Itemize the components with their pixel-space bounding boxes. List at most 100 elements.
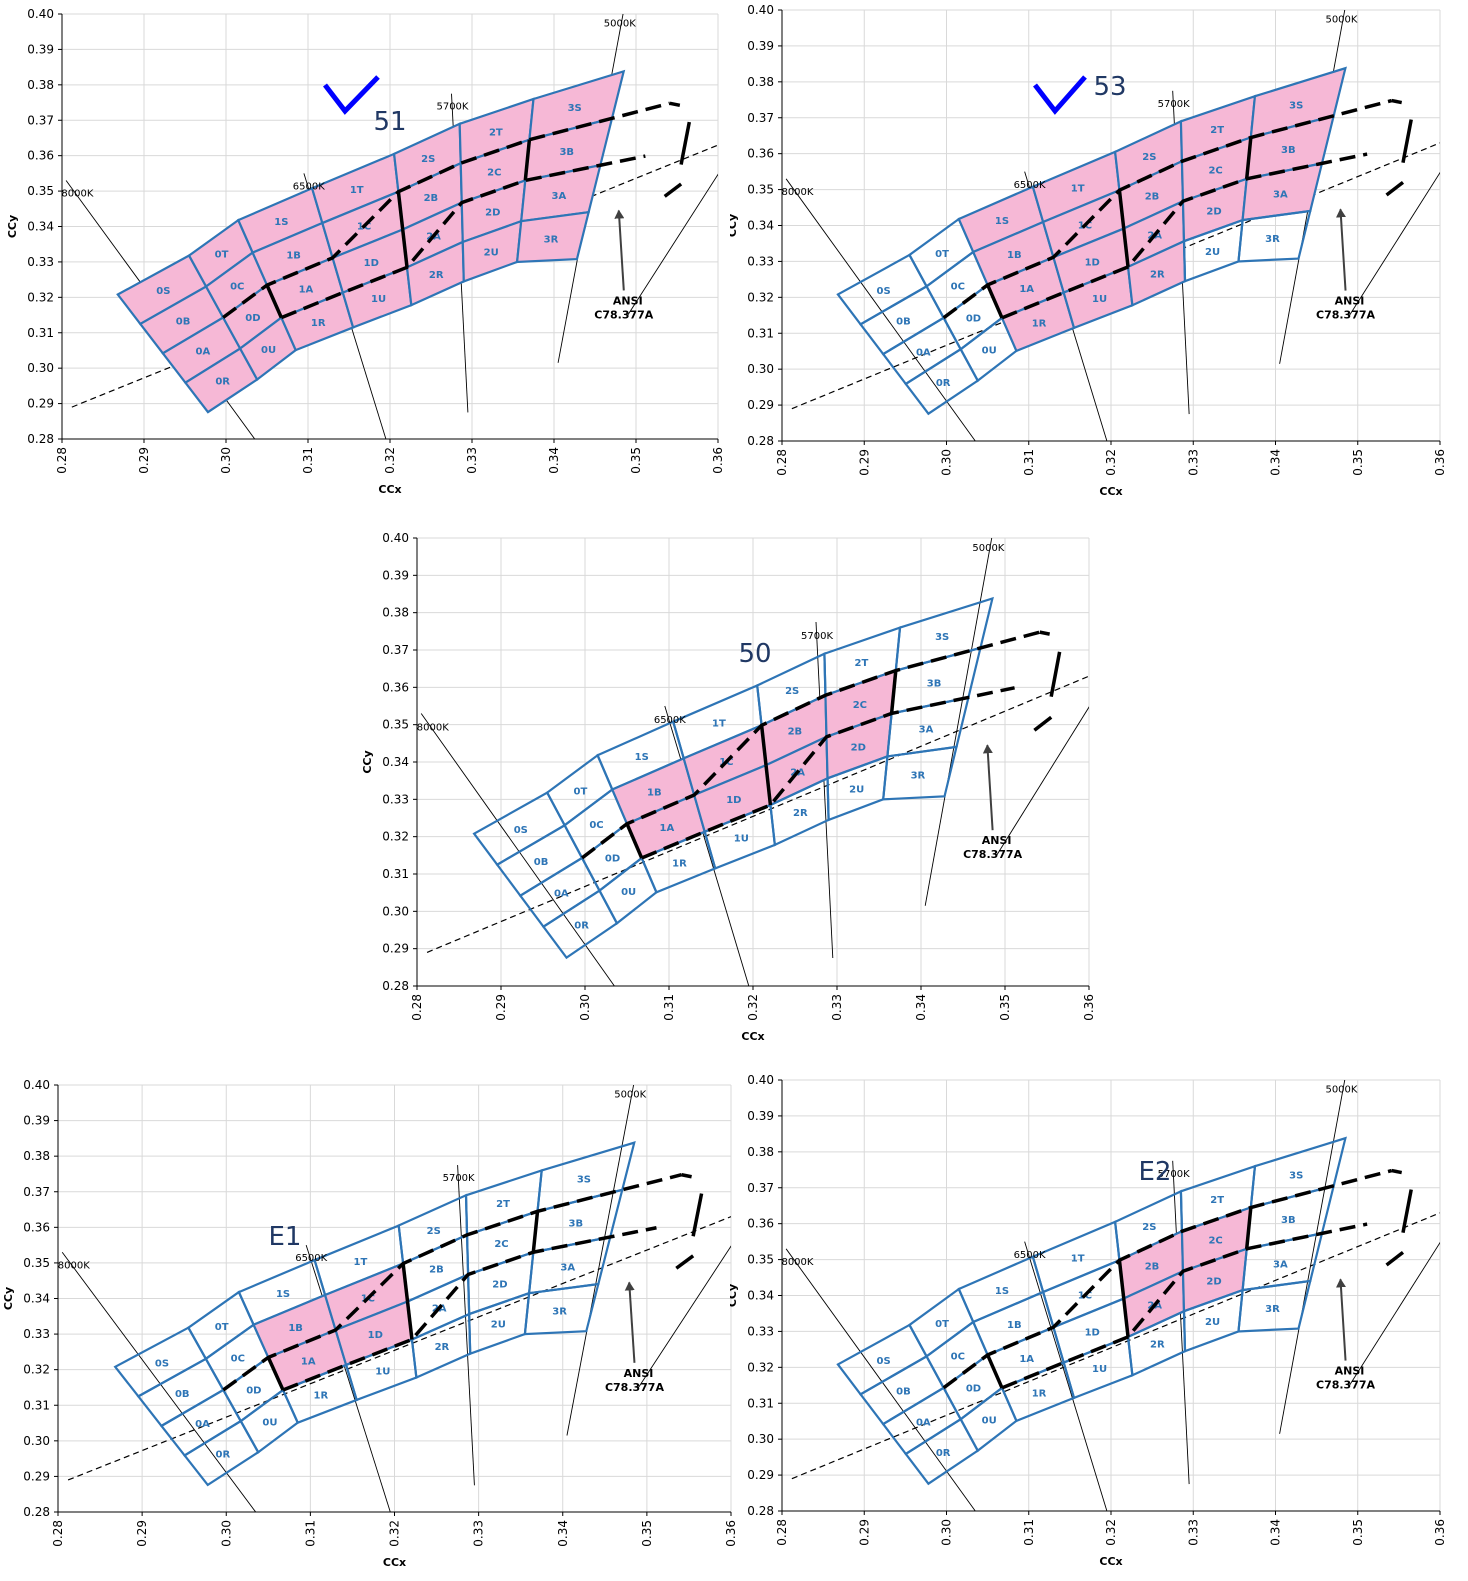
- bin-label: 1R: [1032, 318, 1047, 329]
- chart-panel-bottom-left: 0.28 0.29 0.30 0.31 0.32 0.33 0.34 0.35 0.36 0.37…: [0, 1072, 740, 1577]
- x-tick-label: 0.28: [410, 994, 424, 1021]
- y-tick-label: 0.28: [747, 434, 774, 448]
- ansi-label: C78.377A: [605, 1381, 665, 1394]
- y-tick-label: 0.31: [382, 867, 409, 881]
- x-tick-label: 0.36: [1433, 449, 1447, 476]
- bin-label: 1S: [274, 217, 288, 228]
- bin-label: 0A: [554, 889, 569, 900]
- ansi-connector-line: [691, 1193, 704, 1237]
- ansi-solid-boundary: [523, 139, 532, 181]
- bin-label: 0C: [951, 1351, 965, 1362]
- y-tick-label: 0.38: [747, 75, 774, 89]
- planckian-locus-line: [67, 1216, 731, 1481]
- y-tick-label: 0.30: [747, 362, 774, 376]
- x-axis-title: CCx: [378, 483, 401, 496]
- bin-label: 0U: [262, 1418, 277, 1429]
- y-tick-label: 0.39: [23, 1114, 50, 1128]
- bin-label: 3A: [1273, 1259, 1288, 1270]
- bin-label: 2U: [849, 784, 864, 795]
- bin-label: 0U: [621, 887, 636, 898]
- bin-label: 0B: [896, 317, 911, 328]
- ansi-boundary-line: [1349, 171, 1440, 316]
- x-axis-title: CCx: [1099, 485, 1122, 498]
- ansi-solid-boundary: [625, 823, 644, 859]
- cct-label: 5700K: [1158, 1169, 1190, 1180]
- cct-label: 5700K: [443, 1173, 475, 1184]
- bin-label: 2D: [1206, 206, 1221, 217]
- y-tick-label: 0.31: [23, 1398, 50, 1412]
- y-tick-label: 0.35: [382, 718, 409, 732]
- x-tick-label: 0.35: [640, 1520, 654, 1547]
- cct-label: 5700K: [801, 631, 833, 642]
- ansi-connector-line: [1391, 98, 1403, 105]
- chart-panel-top-left: 0.28 0.29 0.30 0.31 0.32 0.33 0.34 0.35 0.36 0.37…: [0, 0, 730, 500]
- bin-label: 1A: [1019, 1354, 1034, 1365]
- x-tick-label: 0.33: [830, 994, 844, 1021]
- bin-label: 2U: [491, 1320, 506, 1331]
- y-axis-title: CCy: [730, 214, 739, 237]
- y-tick-label: 0.33: [747, 254, 774, 268]
- x-axis-title: CCx: [741, 1030, 764, 1043]
- bin-label: 3A: [919, 725, 934, 736]
- bin-label: 3A: [1273, 189, 1288, 200]
- x-tick-label: 0.36: [1082, 994, 1096, 1021]
- bin-label: 2C: [1208, 1236, 1222, 1247]
- chart-svg: 0.28 0.29 0.30 0.31 0.32 0.33 0.34 0.35 0.36 0.37…: [6, 7, 725, 496]
- y-tick-label: 0.32: [23, 1363, 50, 1377]
- bin-label: 1D: [1085, 1327, 1100, 1338]
- bin-label: 0C: [230, 281, 244, 292]
- y-tick-label: 0.31: [747, 1396, 774, 1410]
- ansi-solid-boundary: [396, 191, 405, 230]
- cct-line: [785, 178, 976, 441]
- ansi-solid-boundary: [1117, 190, 1126, 229]
- plot-area: 0S0B0A0R0T0C0D0U1S1B1A1R1T1C1D1U2S2B2A2R…: [65, 14, 718, 439]
- bin-label: 1A: [299, 284, 314, 295]
- bin-label: 0D: [966, 313, 981, 324]
- bin-label: 2T: [489, 127, 503, 138]
- bin-label: 0D: [605, 854, 620, 865]
- bin-label: 2D: [851, 742, 866, 753]
- bin-label: 1R: [1032, 1388, 1047, 1399]
- bin-label: 2U: [1205, 247, 1220, 258]
- x-tick-label: 0.30: [578, 994, 592, 1021]
- ansi-upper-boundary: [942, 98, 1393, 320]
- y-tick-label: 0.37: [27, 113, 54, 127]
- bin-label: 0D: [245, 313, 260, 324]
- ansi-solid-boundary: [266, 1356, 285, 1391]
- ansi-label: ANSI: [1335, 1365, 1365, 1378]
- bin-label: 0D: [966, 1383, 981, 1394]
- x-tick-label: 0.34: [556, 1520, 570, 1547]
- x-tick-label: 0.31: [1022, 1519, 1036, 1546]
- bin-label: 3B: [569, 1219, 584, 1230]
- x-axis-title: CCx: [1099, 1555, 1122, 1568]
- x-tick-label: 0.32: [1104, 449, 1118, 476]
- ansi-solid-boundary: [986, 1354, 1004, 1389]
- bin-label: 1B: [288, 1323, 303, 1334]
- bin-label: 3B: [1281, 145, 1296, 156]
- ansi-connector-line: [663, 182, 683, 198]
- ansi-label: C78.377A: [1316, 1379, 1376, 1392]
- bin-label: 2B: [788, 727, 803, 738]
- y-tick-label: 0.31: [27, 326, 54, 340]
- bin-label: 2R: [1150, 1340, 1165, 1351]
- ansi-connector-line: [675, 1254, 695, 1270]
- y-axis-title: CCy: [2, 1287, 15, 1310]
- ansi-lower-boundary: [641, 686, 1015, 860]
- bin-label: 1S: [995, 1286, 1009, 1297]
- x-tick-label: 0.34: [1269, 1519, 1283, 1546]
- bin-label: 0T: [574, 787, 588, 798]
- bin-label: 2R: [435, 1342, 450, 1353]
- x-tick-label: 0.35: [998, 994, 1012, 1021]
- x-tick-label: 0.33: [1186, 449, 1200, 476]
- bin-label: 2U: [1205, 1317, 1220, 1328]
- x-tick-label: 0.32: [383, 447, 397, 474]
- x-tick-label: 0.29: [857, 449, 871, 476]
- bin-label: 1R: [672, 859, 687, 870]
- bin-label: 0T: [935, 249, 949, 260]
- bin-label: 3B: [559, 147, 574, 158]
- x-tick-label: 0.33: [465, 447, 479, 474]
- bin-label: 1D: [726, 795, 741, 806]
- cct-label: 5000K: [1325, 15, 1357, 26]
- y-tick-label: 0.28: [382, 979, 409, 993]
- y-tick-label: 0.28: [27, 432, 54, 446]
